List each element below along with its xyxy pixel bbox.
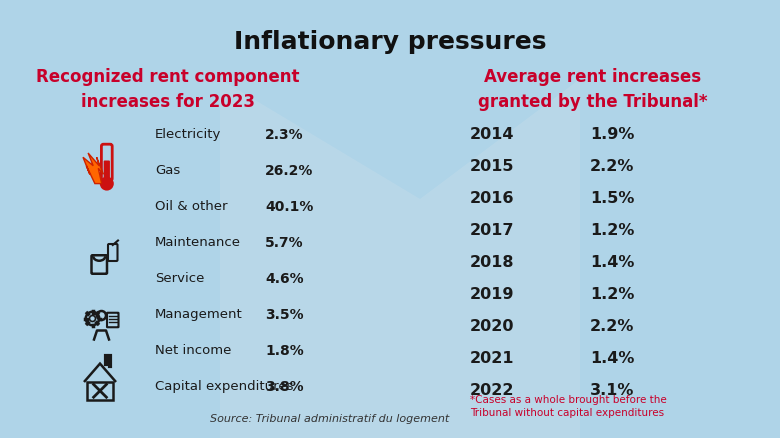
Text: 1.4%: 1.4% [590,255,634,270]
Text: 2.2%: 2.2% [590,319,634,334]
Text: 40.1%: 40.1% [265,200,314,213]
Text: 3.1%: 3.1% [590,383,634,398]
Polygon shape [220,80,580,438]
Polygon shape [83,154,104,184]
Text: Gas: Gas [155,164,180,177]
Text: Management: Management [155,308,243,321]
FancyBboxPatch shape [104,161,110,187]
Text: 2014: 2014 [470,127,515,142]
Text: 5.7%: 5.7% [265,236,303,249]
Text: Service: Service [155,272,204,285]
Text: Source: Tribunal administratif du logement: Source: Tribunal administratif du logeme… [211,413,449,423]
Text: *Cases as a whole brought before the
Tribunal without capital expenditures: *Cases as a whole brought before the Tri… [470,394,667,417]
Text: Oil & other: Oil & other [155,200,228,213]
Text: Inflationary pressures: Inflationary pressures [234,30,546,54]
Text: 1.5%: 1.5% [590,191,634,206]
Text: 2016: 2016 [470,191,515,206]
Text: 4.6%: 4.6% [265,272,303,285]
Text: 3.5%: 3.5% [265,307,303,321]
Text: 1.2%: 1.2% [590,287,634,302]
Text: Average rent increases
granted by the Tribunal*: Average rent increases granted by the Tr… [478,68,707,111]
Text: 1.2%: 1.2% [590,223,634,238]
Text: 1.9%: 1.9% [590,127,634,142]
Circle shape [101,178,113,190]
Text: Recognized rent component
increases for 2023: Recognized rent component increases for … [36,68,300,111]
Text: 2.3%: 2.3% [265,128,303,141]
Text: 3.8%: 3.8% [265,379,303,393]
Text: 2017: 2017 [470,223,515,238]
Text: 26.2%: 26.2% [265,164,314,177]
Text: 2020: 2020 [470,319,515,334]
Text: 1.8%: 1.8% [265,343,303,357]
Text: 2018: 2018 [470,255,515,270]
Text: Maintenance: Maintenance [155,236,241,249]
Text: 1.4%: 1.4% [590,351,634,366]
Text: 2015: 2015 [470,159,515,174]
Text: Net income: Net income [155,344,232,357]
Text: Capital expenditures: Capital expenditures [155,380,293,392]
Text: Electricity: Electricity [155,128,222,141]
Text: 2019: 2019 [470,287,515,302]
Text: 2.2%: 2.2% [590,159,634,174]
Text: 2022: 2022 [470,383,515,398]
Text: 2021: 2021 [470,351,515,366]
